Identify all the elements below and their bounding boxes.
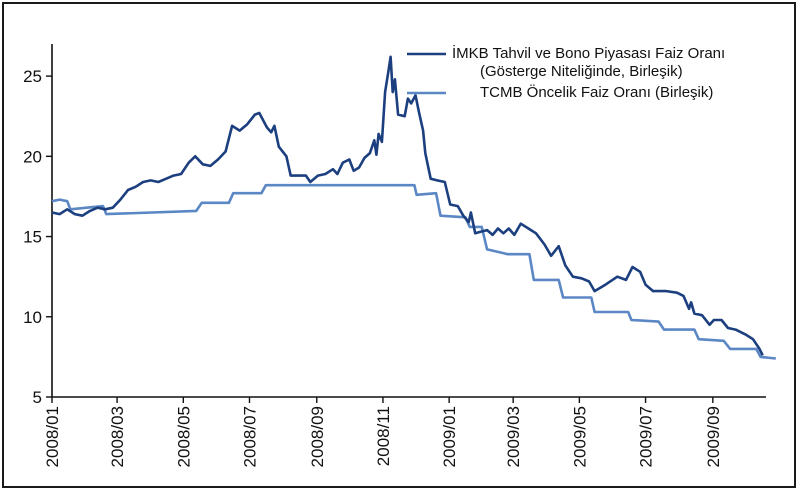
x-tick-label: 2008/01 <box>43 406 62 467</box>
x-tick-label: 2009/09 <box>704 406 723 467</box>
x-tick-label: 2009/01 <box>440 406 459 467</box>
series-line-imkb <box>51 55 764 356</box>
x-tick-label: 2008/11 <box>374 406 393 466</box>
y-tick-label: 20 <box>23 147 42 166</box>
y-axis-ticks: 5 10 15 20 25 <box>23 67 52 407</box>
legend: İMKB Tahvil ve Bono Piyasası Faiz Oranı … <box>407 44 725 101</box>
y-tick-label: 10 <box>23 308 42 327</box>
series-line-tcmb <box>51 183 776 360</box>
x-tick-label: 2009/03 <box>504 406 523 467</box>
x-tick-label: 2009/07 <box>637 406 656 467</box>
legend-label-imkb: İMKB Tahvil ve Bono Piyasası Faiz Oranı <box>452 44 725 62</box>
x-tick-label: 2008/03 <box>108 406 127 467</box>
y-tick-label: 5 <box>33 388 42 407</box>
legend-label-tcmb: TCMB Öncelik Faiz Oranı (Birleşik) <box>480 83 713 101</box>
x-tick-label: 2008/09 <box>308 406 327 467</box>
x-tick-label: 2009/05 <box>570 406 589 467</box>
legend-label-imkb-line2: (Gösterge Niteliğinde, Birleşik) <box>480 63 683 80</box>
y-tick-label: 25 <box>23 67 42 86</box>
series-layer <box>51 55 776 360</box>
x-tick-label: 2008/05 <box>174 406 193 467</box>
x-axis-ticks: 2008/01 2008/03 2008/05 2008/07 2008/09 2008/… <box>43 397 723 467</box>
x-tick-label: 2008/07 <box>240 406 259 467</box>
y-tick-label: 15 <box>23 228 42 247</box>
